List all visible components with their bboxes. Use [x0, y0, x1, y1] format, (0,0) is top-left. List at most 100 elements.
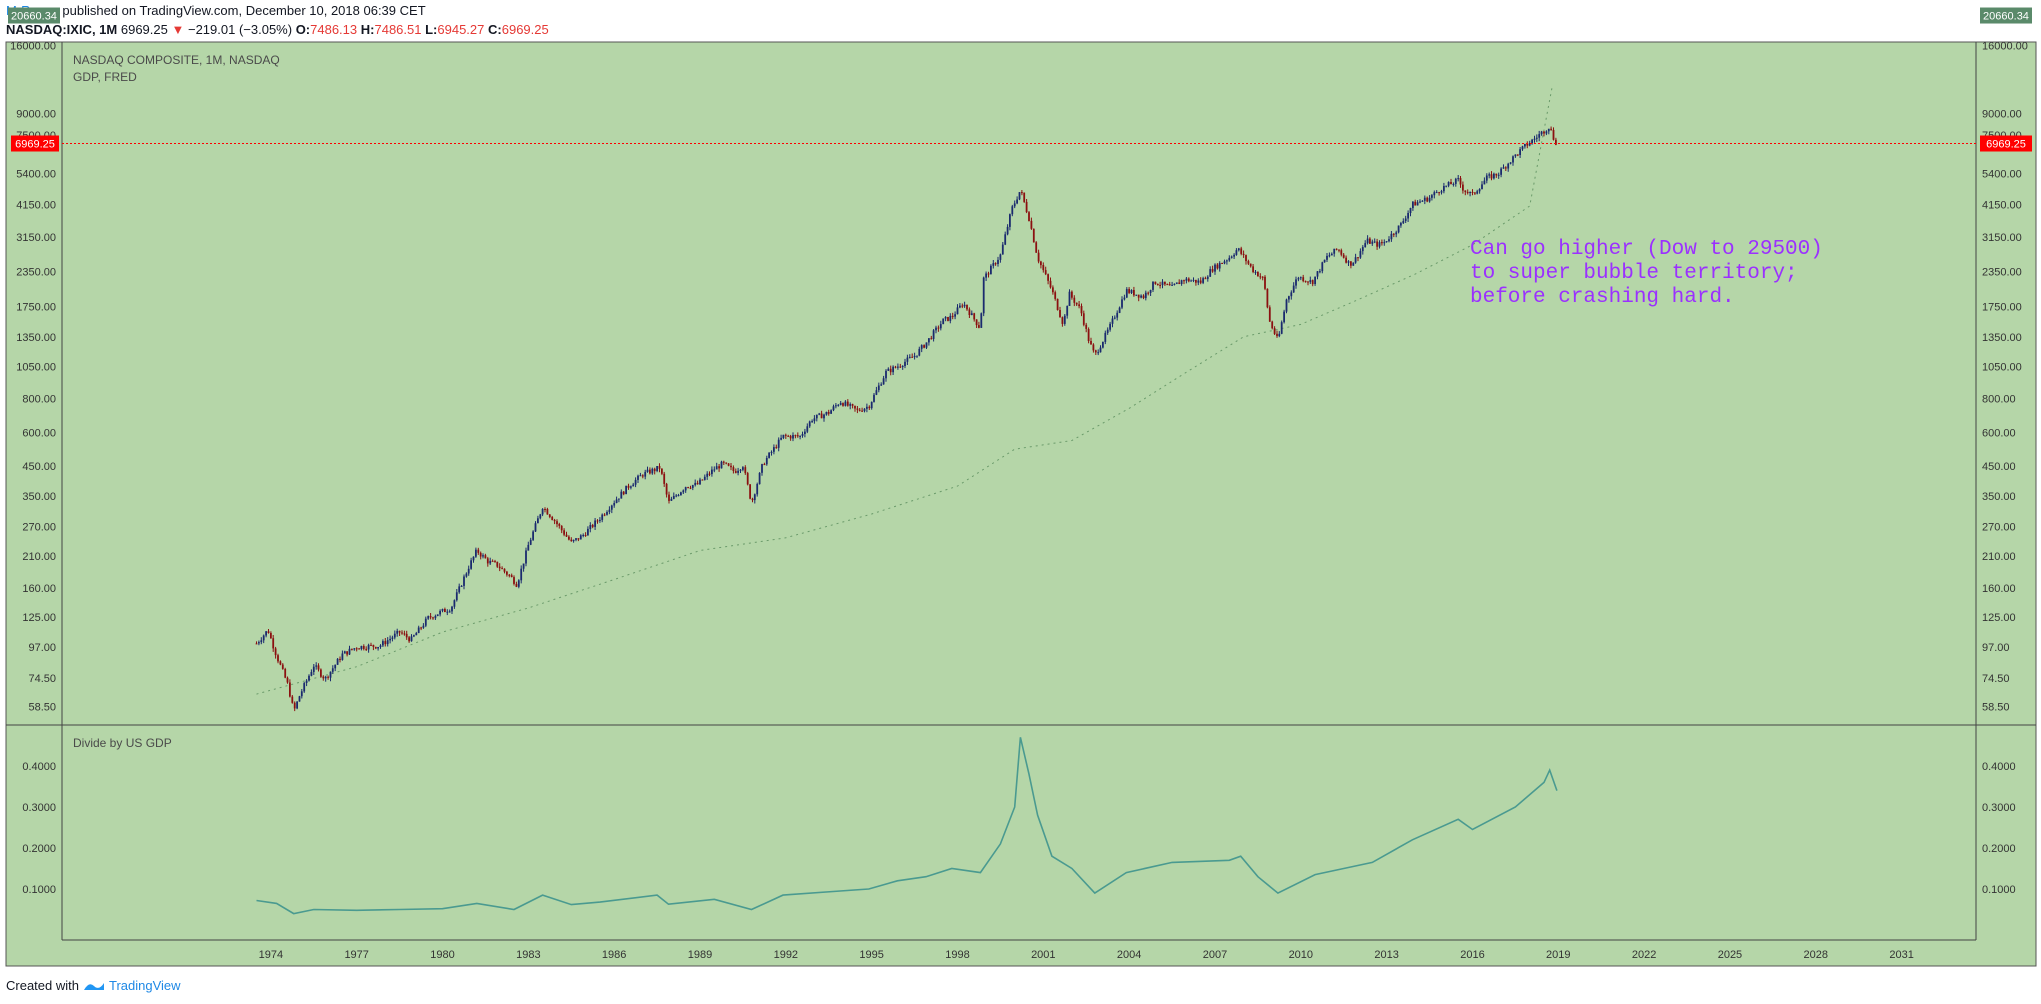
candle-body — [665, 483, 668, 495]
candle-body — [1330, 253, 1333, 256]
candle-body — [761, 464, 763, 473]
y-tick-label-right: 1350.00 — [1982, 332, 2022, 344]
candle-body — [1304, 281, 1307, 283]
candle-body — [863, 408, 866, 412]
candle-body — [553, 520, 556, 522]
candle-body — [260, 640, 263, 643]
candle-body — [1123, 297, 1126, 300]
candle-body — [765, 458, 768, 465]
sub-y-tick-label-right: 0.1000 — [1982, 884, 2016, 896]
candle-body — [1397, 225, 1400, 233]
candle-body — [649, 469, 651, 474]
candle-body — [954, 314, 956, 317]
candle-body — [1211, 269, 1214, 272]
candle-body — [999, 254, 1002, 260]
candle-body — [396, 630, 399, 634]
candle-body — [687, 487, 689, 489]
candle-body — [1214, 264, 1216, 272]
x-tick-label: 2001 — [1031, 949, 1055, 961]
candle-body — [551, 517, 554, 520]
x-tick-label: 2004 — [1117, 949, 1141, 961]
candle-body — [1013, 203, 1016, 207]
candle-body — [1252, 266, 1254, 272]
candle-body — [675, 495, 678, 497]
candle-body — [1483, 180, 1486, 185]
candle-body — [777, 439, 780, 448]
candle-body — [856, 408, 859, 410]
candle-body — [1090, 341, 1092, 345]
candle-body — [439, 610, 441, 615]
candle-body — [806, 426, 809, 432]
candle-body — [689, 487, 692, 489]
candle-body — [701, 479, 704, 481]
candle-body — [713, 469, 716, 471]
footer: Created with TradingView — [6, 978, 181, 993]
sub-y-tick-label-right: 0.2000 — [1982, 843, 2016, 855]
candle-body — [730, 465, 732, 468]
candle-body — [429, 616, 432, 618]
candle-body — [477, 549, 480, 553]
candle-body — [322, 676, 325, 679]
candle-body — [1302, 277, 1305, 282]
candle-body — [861, 410, 863, 412]
candle-body — [877, 385, 880, 391]
candle-body — [887, 368, 890, 371]
candle-body — [763, 464, 766, 466]
candle-body — [532, 531, 534, 540]
gdp-badge-right — [1980, 7, 2032, 24]
candle-body — [844, 401, 847, 406]
publish-info: published on TradingView.com, December 1… — [62, 3, 426, 18]
candle-body — [1075, 302, 1078, 305]
candle-body — [1290, 292, 1293, 297]
candle-body — [1052, 287, 1054, 293]
candle-body — [1204, 278, 1207, 280]
price-badge-left-label: 6969.25 — [15, 139, 55, 151]
candle-body — [1428, 197, 1431, 202]
candle-body — [1381, 242, 1383, 244]
candle-body — [1342, 254, 1345, 258]
candle-body — [651, 468, 654, 474]
y-tick-label-left: 350.00 — [22, 491, 56, 503]
candle-body — [1268, 307, 1271, 322]
candle-body — [696, 482, 699, 485]
candle-body — [1171, 284, 1173, 286]
price-badge-right — [1980, 135, 2032, 152]
candle-body — [715, 466, 718, 470]
candle-body — [1395, 232, 1398, 235]
last-price: 6969.25 — [120, 22, 168, 37]
candle-body — [1454, 178, 1457, 184]
candle-body — [534, 523, 537, 532]
candle-body — [572, 539, 575, 542]
candle-body — [1133, 290, 1135, 296]
candle-body — [1500, 168, 1502, 175]
sub-y-tick-label-left: 0.1000 — [22, 884, 56, 896]
y-tick-label-right: 16000.00 — [1982, 41, 2028, 53]
candle-body — [613, 503, 616, 506]
candle-body — [1497, 174, 1500, 176]
candle-body — [1285, 299, 1288, 312]
candle-body — [544, 509, 546, 510]
candle-body — [830, 410, 832, 414]
candle-body — [1180, 280, 1183, 284]
tradingview-link[interactable]: TradingView — [108, 978, 181, 993]
candle-body — [608, 509, 611, 512]
candle-body — [1166, 284, 1169, 286]
candle-body — [358, 648, 360, 650]
candle-body — [1440, 191, 1443, 193]
candle-body — [465, 573, 468, 577]
candle-body — [784, 434, 787, 436]
candle-body — [1535, 137, 1538, 139]
candle-body — [1495, 173, 1498, 176]
candle-body — [937, 327, 940, 329]
candle-body — [656, 466, 658, 471]
candle-body — [1354, 257, 1357, 263]
candle-body — [491, 560, 494, 562]
y-tick-label-left: 58.50 — [28, 702, 56, 714]
candle-body — [289, 682, 291, 697]
candle-body — [270, 633, 272, 639]
candle-body — [560, 525, 563, 531]
candle-body — [1016, 199, 1018, 204]
candle-body — [842, 403, 844, 406]
candle-body — [1099, 347, 1102, 353]
